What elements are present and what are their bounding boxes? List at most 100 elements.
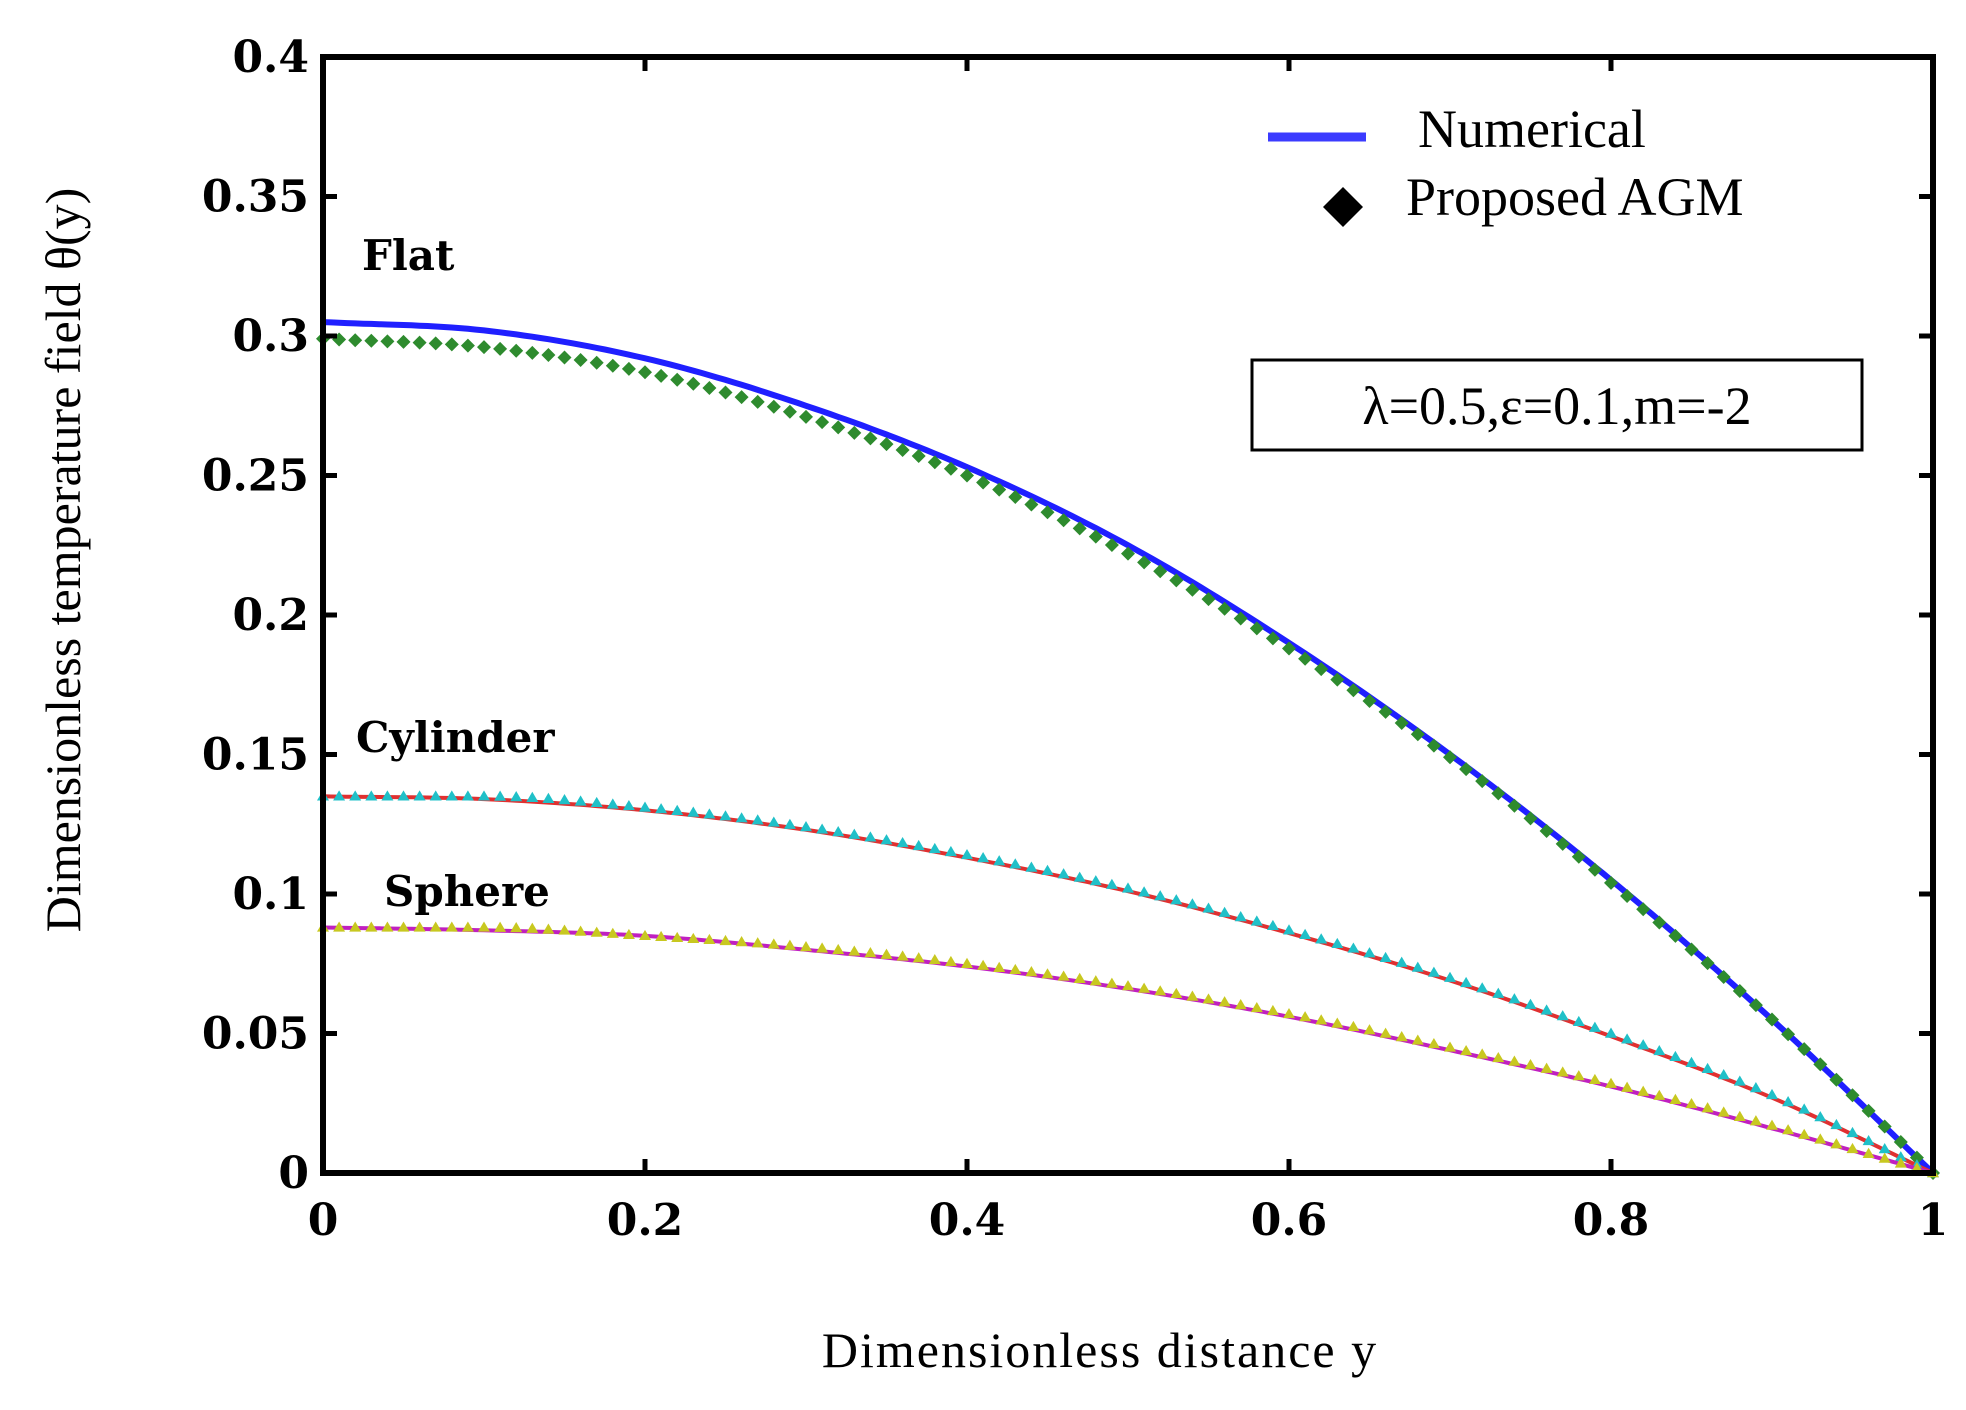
y-tick-label: 0.3 xyxy=(232,311,309,362)
data-point-diamond xyxy=(750,394,765,409)
x-tick-label: 0.2 xyxy=(607,1195,684,1246)
data-point-marker xyxy=(1315,1014,1328,1025)
data-point-marker xyxy=(1266,1004,1279,1016)
data-point-marker xyxy=(542,923,555,934)
data-point-diamond xyxy=(1153,564,1168,579)
data-point-marker xyxy=(1363,1024,1376,1035)
data-point-marker xyxy=(1218,906,1231,917)
data-point-diamond xyxy=(1072,521,1087,536)
data-point-marker xyxy=(1637,1039,1650,1050)
data-point-marker xyxy=(1202,902,1215,913)
data-point-marker xyxy=(461,790,474,801)
data-point-diamond xyxy=(686,376,701,391)
data-point-diamond xyxy=(1378,704,1393,719)
data-point-marker xyxy=(1492,1051,1505,1063)
x-tick-label: 0.4 xyxy=(929,1195,1006,1246)
data-point-marker xyxy=(397,921,410,932)
data-point-marker xyxy=(1331,937,1344,949)
data-point-marker xyxy=(1057,970,1070,981)
legend-label-numerical: Numerical xyxy=(1418,99,1646,159)
data-point-marker xyxy=(381,921,394,932)
data-point-diamond xyxy=(1861,1103,1876,1118)
data-point-diamond xyxy=(670,372,685,387)
data-point-marker xyxy=(1427,1037,1440,1049)
data-point-marker xyxy=(1492,987,1505,998)
data-point-marker xyxy=(381,790,394,801)
data-point-marker xyxy=(1637,1085,1650,1096)
data-point-diamond xyxy=(589,355,604,370)
x-tick-label: 0.8 xyxy=(1573,1195,1650,1246)
data-point-marker xyxy=(1508,993,1521,1004)
data-point-diamond xyxy=(364,333,379,348)
data-point-diamond xyxy=(509,343,524,358)
data-point-diamond xyxy=(1829,1072,1844,1087)
data-point-diamond xyxy=(1249,621,1264,636)
data-point-marker xyxy=(1089,975,1102,986)
data-point-marker xyxy=(928,842,941,854)
data-point-diamond xyxy=(1217,601,1232,616)
data-point-marker xyxy=(1250,1001,1263,1013)
data-point-marker xyxy=(800,821,812,832)
data-point-marker xyxy=(1170,987,1183,999)
data-point-diamond xyxy=(1088,529,1103,544)
data-point-diamond xyxy=(1426,738,1441,753)
data-point-diamond xyxy=(1797,1042,1812,1057)
data-point-marker xyxy=(1508,1055,1521,1066)
data-point-marker xyxy=(1572,1015,1585,1027)
data-point-marker xyxy=(1315,933,1328,944)
data-point-marker xyxy=(1476,1048,1489,1059)
series-flat-numerical xyxy=(322,319,1936,1176)
data-point-marker xyxy=(606,927,619,938)
data-point-marker xyxy=(767,816,780,827)
data-point-marker xyxy=(494,790,507,801)
data-point-marker xyxy=(719,934,732,946)
data-point-marker xyxy=(1894,1157,1907,1168)
data-point-diamond xyxy=(992,482,1007,497)
data-point-marker xyxy=(1556,1010,1569,1021)
data-point-marker xyxy=(1476,982,1489,993)
data-point-diamond xyxy=(960,468,974,483)
data-point-diamond xyxy=(477,340,491,355)
data-point-marker xyxy=(1621,1081,1634,1092)
data-point-diamond xyxy=(863,431,878,446)
data-point-marker xyxy=(671,931,684,943)
data-point-diamond xyxy=(1282,641,1296,656)
data-point-marker xyxy=(1009,963,1022,975)
data-point-marker xyxy=(1814,1111,1827,1122)
data-point-diamond xyxy=(1539,824,1554,839)
data-point-marker xyxy=(333,790,346,801)
curve-label-sphere: Sphere xyxy=(384,867,550,916)
data-point-diamond xyxy=(1008,489,1023,504)
data-point-marker xyxy=(1701,1062,1714,1074)
data-point-marker xyxy=(1733,1110,1746,1121)
y-axis-title: Dimensionless temperature field θ(y) xyxy=(35,188,91,933)
data-point-diamond xyxy=(1716,969,1731,984)
data-point-marker xyxy=(751,937,764,948)
parameter-box-frame xyxy=(1250,358,1864,452)
data-point-marker xyxy=(944,955,957,967)
data-point-diamond xyxy=(766,399,781,414)
data-point-marker xyxy=(1089,875,1102,886)
data-point-diamond xyxy=(1765,1012,1779,1027)
curve-label-flat: Flat xyxy=(362,231,455,280)
data-point-marker xyxy=(445,790,458,801)
data-point-diamond xyxy=(1410,727,1425,742)
data-point-diamond xyxy=(718,385,733,400)
data-point-marker xyxy=(880,834,893,845)
data-point-diamond xyxy=(1893,1135,1908,1150)
data-point-diamond xyxy=(460,338,475,353)
data-point-marker xyxy=(1154,985,1167,996)
data-point-diamond xyxy=(702,381,717,396)
data-point-diamond xyxy=(1265,631,1280,646)
data-point-marker xyxy=(639,801,651,812)
data-point-diamond xyxy=(976,475,991,490)
data-point-marker xyxy=(1411,1034,1424,1045)
data-point-marker xyxy=(1025,966,1038,977)
data-point-marker xyxy=(1299,928,1312,939)
data-point-marker xyxy=(864,947,877,958)
data-point-marker xyxy=(1733,1075,1746,1086)
legend-label-agm: Proposed AGM xyxy=(1406,167,1744,227)
data-point-diamond xyxy=(1877,1119,1892,1134)
data-point-marker xyxy=(333,921,346,932)
